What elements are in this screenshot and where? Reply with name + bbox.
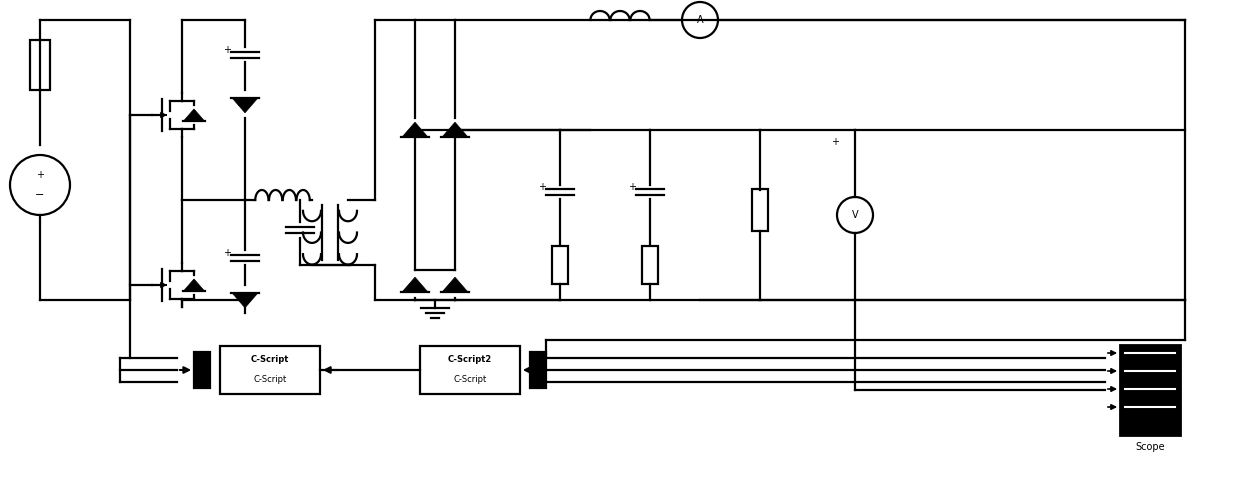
Circle shape — [10, 155, 69, 215]
Bar — [529, 352, 546, 388]
Text: C-Script2: C-Script2 — [448, 355, 492, 365]
Polygon shape — [441, 122, 467, 137]
Polygon shape — [402, 122, 428, 137]
Text: −: − — [35, 190, 45, 200]
Polygon shape — [184, 279, 205, 290]
Polygon shape — [232, 98, 258, 113]
Text: +: + — [538, 182, 546, 192]
Bar — [420, 346, 520, 394]
Polygon shape — [402, 277, 428, 292]
Text: V: V — [852, 210, 858, 220]
Text: +: + — [36, 170, 43, 180]
Bar — [193, 352, 210, 388]
Bar — [219, 346, 320, 394]
Text: C-Script: C-Script — [253, 376, 286, 385]
Text: +: + — [627, 182, 636, 192]
Polygon shape — [441, 277, 467, 292]
Text: +: + — [831, 137, 839, 147]
Polygon shape — [232, 293, 258, 308]
Bar — [1120, 345, 1180, 435]
Circle shape — [682, 2, 718, 38]
Polygon shape — [184, 109, 205, 121]
Bar — [642, 246, 658, 284]
Circle shape — [837, 197, 873, 233]
Bar — [30, 40, 50, 90]
Text: +: + — [223, 248, 231, 258]
Bar — [552, 246, 568, 284]
Bar — [751, 189, 768, 231]
Text: A: A — [697, 15, 703, 25]
Text: C-Script: C-Script — [454, 376, 486, 385]
Text: +: + — [223, 45, 231, 55]
Text: Scope: Scope — [1135, 442, 1164, 452]
Text: C-Script: C-Script — [250, 355, 289, 365]
